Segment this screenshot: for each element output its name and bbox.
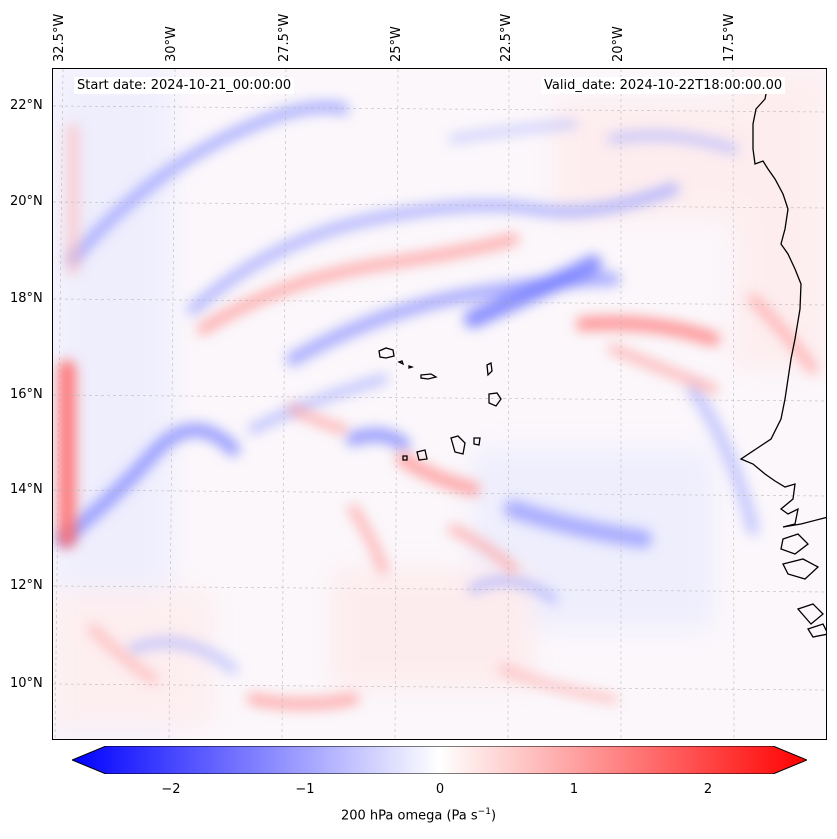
cabo-verde-islands bbox=[378, 347, 502, 461]
valid-date-label: Valid_date: 2024-10-22T18:00:00.00 bbox=[541, 77, 786, 94]
colorbar-title: 200 hPa omega (Pa s−1) bbox=[340, 807, 497, 824]
lon-label-30w: 30°W bbox=[164, 26, 179, 62]
coastline-detail bbox=[807, 623, 826, 638]
colorbar bbox=[70, 745, 809, 775]
colorbar-tick-1: 1 bbox=[569, 782, 579, 797]
lat-label-10n: 10°N bbox=[10, 676, 43, 691]
lon-label-27-5w: 27.5°W bbox=[277, 13, 292, 62]
start-date-label: Start date: 2024-10-21_00:00:00 bbox=[74, 77, 295, 94]
lon-label-25w: 25°W bbox=[389, 26, 404, 62]
colorbar-tick-0: 0 bbox=[435, 782, 445, 797]
colorbar-gradient bbox=[70, 745, 809, 775]
lat-label-12n: 12°N bbox=[10, 578, 43, 593]
lon-label-17-5w: 17.5°W bbox=[722, 13, 737, 62]
lat-label-16n: 16°N bbox=[10, 387, 43, 402]
lat-label-18n: 18°N bbox=[10, 291, 43, 306]
lon-label-22-5w: 22.5°W bbox=[499, 13, 514, 62]
coastline-detail bbox=[780, 533, 809, 555]
colorbar-tick-neg1: −1 bbox=[295, 782, 315, 797]
coastline-detail bbox=[796, 603, 824, 625]
positive-omega-bands bbox=[58, 123, 818, 710]
coastline-detail bbox=[782, 558, 820, 580]
graticule bbox=[53, 69, 826, 739]
lon-label-20w: 20°W bbox=[611, 26, 626, 62]
colorbar-tick-neg2: −2 bbox=[161, 782, 181, 797]
omega-field-map bbox=[53, 69, 826, 739]
lat-label-14n: 14°N bbox=[10, 482, 43, 497]
map-panel bbox=[52, 68, 827, 740]
lat-label-20n: 20°N bbox=[10, 194, 43, 209]
lat-label-22n: 22°N bbox=[10, 98, 43, 113]
colorbar-tick-2: 2 bbox=[703, 782, 713, 797]
lon-label-32-5w: 32.5°W bbox=[52, 13, 67, 62]
african-coastline bbox=[739, 88, 826, 528]
